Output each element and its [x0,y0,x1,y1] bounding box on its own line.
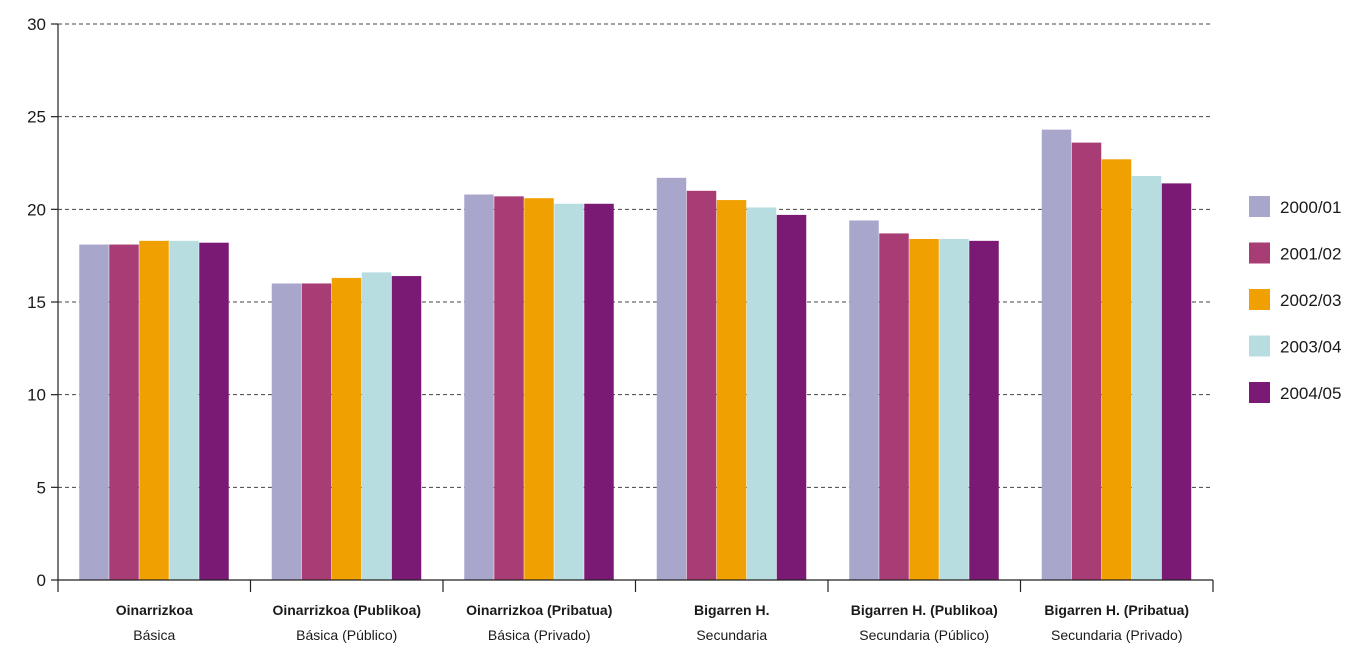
bar [109,244,139,580]
bar [746,207,777,581]
legend-swatch [1249,289,1270,310]
y-tick-label: 10 [27,386,46,405]
bars [79,129,1192,581]
bar [969,240,999,580]
bar [199,242,229,580]
y-tick-label: 15 [27,293,46,312]
bar [169,240,199,580]
bar [909,238,939,580]
x-category-labels: Oinarrizkoa Básica Oinarrizkoa (Publikoa) B… [116,602,1189,643]
y-tick-label: 5 [37,478,46,497]
bar [716,200,747,581]
category-label: Bigarren H. [694,602,769,618]
y-tick-label: 0 [37,571,46,590]
legend-label: 2004/05 [1280,384,1341,403]
bar [879,233,909,580]
legend-label: 2003/04 [1280,338,1341,357]
category-sublabel: Secundaria [696,627,767,643]
category-sublabel: Básica [133,627,175,643]
bar [301,283,332,580]
category-sublabel: Secundaria (Privado) [1051,627,1183,643]
grid-lines [58,23,1213,488]
bar [686,190,717,581]
bar [524,198,554,581]
legend-label: 2000/01 [1280,198,1341,217]
bar [331,277,362,580]
bar [584,203,614,581]
bar [79,244,109,580]
bar [1101,159,1132,580]
category-label: Bigarren H. (Publikoa) [851,602,998,618]
legend-swatch [1249,335,1270,357]
legend: 2000/01 2001/02 2002/03 2003/04 2004/05 [1249,196,1341,403]
bar [139,240,169,580]
bar [1161,183,1192,581]
category-sublabel: Secundaria (Público) [859,627,989,643]
category-sublabel: Básica (Público) [296,627,397,643]
bar [849,220,879,580]
bar [656,177,687,580]
bar [391,276,422,580]
bar [361,272,392,580]
category-sublabel: Básica (Privado) [488,627,591,643]
bar [554,203,584,581]
legend-swatch [1249,196,1270,217]
category-label: Bigarren H. (Pribatua) [1044,602,1189,618]
bar [464,194,494,581]
y-tick-label: 25 [27,108,46,127]
category-label: Oinarrizkoa (Publikoa) [272,602,421,618]
bar [494,196,524,581]
category-label: Oinarrizkoa [116,602,193,618]
bar [1071,142,1102,580]
legend-label: 2001/02 [1280,245,1341,264]
bar [1041,129,1072,580]
y-tick-label: 20 [27,200,46,219]
bar [1131,175,1162,580]
legend-swatch [1249,382,1270,403]
legend-label: 2002/03 [1280,291,1341,310]
y-tick-label: 30 [27,15,46,34]
axes [51,23,1214,592]
bar [939,238,969,580]
legend-swatch [1249,242,1270,264]
category-label: Oinarrizkoa (Pribatua) [466,602,612,618]
bar [776,214,807,581]
bar [271,283,302,580]
y-tick-labels: 0 5 10 15 20 25 30 [27,15,46,590]
